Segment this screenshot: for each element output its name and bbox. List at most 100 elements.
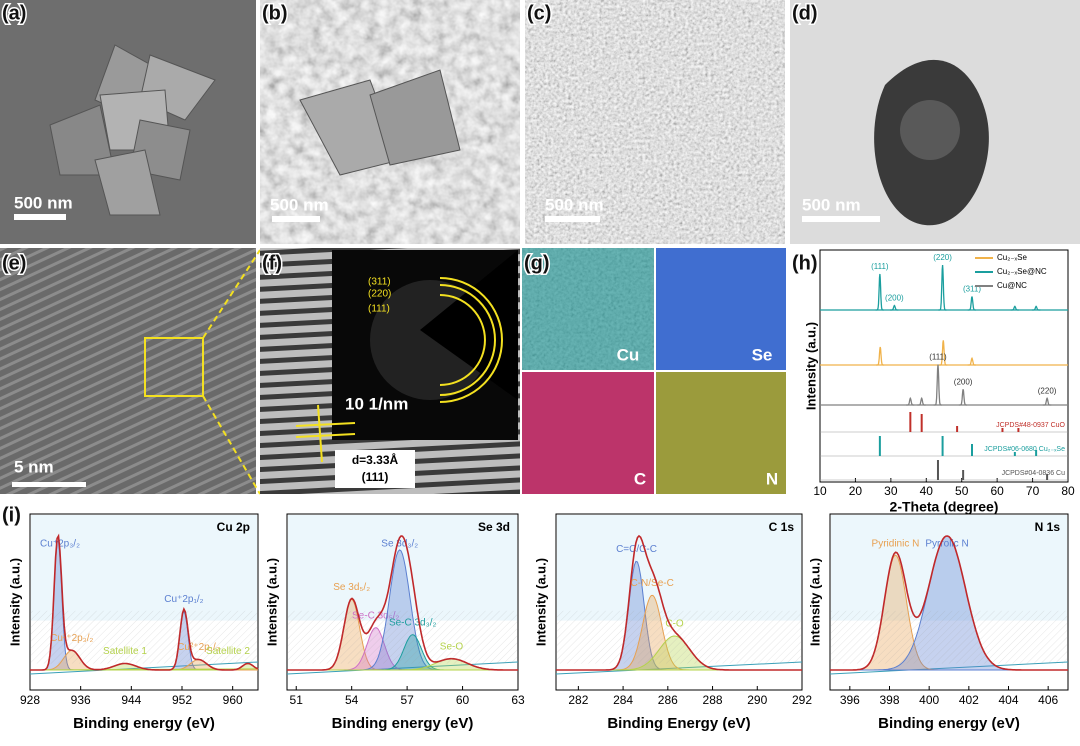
d-spacing-marker — [295, 404, 356, 463]
legend-label: Cu₂₋ₓSe@NC — [997, 267, 1047, 276]
x-tick-label: 284 — [613, 693, 633, 707]
x-tick-label: 80 — [1061, 484, 1075, 498]
panel-title: C 1s — [769, 520, 795, 534]
x-tick-label: 70 — [1026, 484, 1040, 498]
panel-label: (f) — [262, 252, 282, 274]
y-axis-label: Intensity (a.u.) — [7, 558, 22, 646]
panel-title: Se 3d — [478, 520, 510, 534]
saed-rings — [439, 277, 503, 403]
x-tick-label: 60 — [456, 693, 470, 707]
scale-bar — [802, 216, 880, 222]
component-label: Se 3d₅/₂ — [333, 582, 370, 593]
panel-label: (e) — [2, 252, 26, 274]
zoom-box — [144, 337, 204, 397]
scale-bar-label: 500 nm — [802, 195, 861, 214]
x-tick-label: 20 — [849, 484, 863, 498]
peak-label: (220) — [933, 253, 952, 262]
map-c — [522, 372, 654, 494]
x-tick-label: 928 — [20, 693, 40, 707]
xrd-peak — [875, 273, 884, 311]
ring-label: (220) — [368, 289, 391, 300]
ref-label: JCPDS#48-0937 CuO — [996, 422, 1065, 429]
background — [555, 661, 803, 675]
legend-label: Cu@NC — [997, 281, 1027, 290]
zoom-line — [202, 395, 261, 495]
scale-bar — [12, 482, 86, 487]
x-tick-label: 402 — [959, 693, 979, 707]
plot-hatch — [31, 610, 257, 664]
xrd-peak — [917, 396, 926, 406]
peak-label: (200) — [954, 377, 973, 386]
d-spacing: d=3.33Å — [352, 452, 399, 467]
map-n — [656, 372, 786, 494]
x-tick-label: 292 — [792, 693, 812, 707]
xrd-peak — [967, 356, 976, 366]
component-label: Pyrrolic N — [925, 539, 968, 550]
xrd-peak — [1010, 305, 1020, 311]
plot-hatch — [288, 610, 517, 664]
map-tint — [522, 248, 654, 370]
x-tick-label: 396 — [840, 693, 860, 707]
x-axis-label: Binding energy (eV) — [878, 715, 1020, 732]
ring-label: (111) — [368, 304, 390, 315]
panel-label: (g) — [524, 252, 550, 274]
inset-scale-label: 10 1/nm — [345, 394, 408, 413]
x-tick-label: 400 — [919, 693, 939, 707]
x-tick-label: 282 — [568, 693, 588, 707]
ref-label: JCPDS#04-0836 Cu — [1002, 470, 1066, 477]
x-tick-label: 404 — [998, 693, 1018, 707]
scale-bar-label: 500 nm — [14, 193, 73, 212]
x-axis-label: Binding energy (eV) — [73, 715, 215, 732]
x-tick-label: 406 — [1038, 693, 1058, 707]
y-axis-label: Intensity (a.u.) — [803, 322, 818, 410]
xrd-peak — [876, 346, 885, 366]
plot-tint — [31, 515, 257, 621]
peak-label: (200) — [885, 294, 904, 303]
map-label: Se — [752, 345, 773, 364]
x-tick-label: 60 — [990, 484, 1004, 498]
panel-label: (i) — [2, 504, 21, 526]
component-label: C-N/Se-C — [630, 578, 673, 589]
x-tick-label: 952 — [172, 693, 192, 707]
panel-title: N 1s — [1035, 520, 1061, 534]
crystal — [369, 69, 461, 166]
x-axis-label: Binding Energy (eV) — [607, 715, 750, 732]
plot-tint — [831, 515, 1067, 621]
map-label: C — [634, 469, 646, 488]
panel-label: (c) — [527, 2, 551, 24]
xrd-peak — [967, 296, 976, 311]
plot-hatch — [831, 610, 1067, 664]
xrd-peak — [939, 340, 948, 366]
peak-label: (111) — [871, 262, 889, 271]
ref-label: JCPDS#06-0680 Cu₂₋ₓSe — [984, 446, 1065, 453]
particle-texture — [900, 100, 960, 160]
map-label: Cu — [617, 345, 640, 364]
xrd-peak — [933, 364, 942, 406]
xrd-peak — [958, 389, 967, 406]
plot-tint — [288, 515, 517, 621]
x-tick-label: 40 — [920, 484, 934, 498]
component-label: Pyridinic N — [872, 539, 920, 550]
micrograph — [525, 0, 785, 244]
y-axis-label: Intensity (a.u.) — [807, 558, 822, 646]
envelope — [287, 535, 518, 671]
scale-bar-label: 500 nm — [270, 195, 329, 214]
scale-bar-label: 500 nm — [545, 195, 604, 214]
panel-label: (d) — [792, 2, 818, 24]
xrd-peak — [938, 264, 947, 311]
x-axis-label: Binding energy (eV) — [332, 715, 474, 732]
x-tick-label: 63 — [511, 693, 525, 707]
x-axis-label: 2-Theta (degree) — [890, 499, 999, 515]
plane-label: (111) — [362, 470, 389, 484]
panel-label: (a) — [2, 2, 26, 24]
xrd-peak — [890, 304, 899, 311]
x-tick-label: 54 — [345, 693, 359, 707]
xrd-peak — [1042, 396, 1052, 406]
x-tick-label: 960 — [223, 693, 243, 707]
ring-label: (311) — [368, 277, 391, 288]
y-axis-label: Intensity (a.u.) — [533, 558, 548, 646]
peak-label: (311) — [963, 285, 981, 294]
component-label: Se 3d₃/₂ — [381, 539, 418, 550]
